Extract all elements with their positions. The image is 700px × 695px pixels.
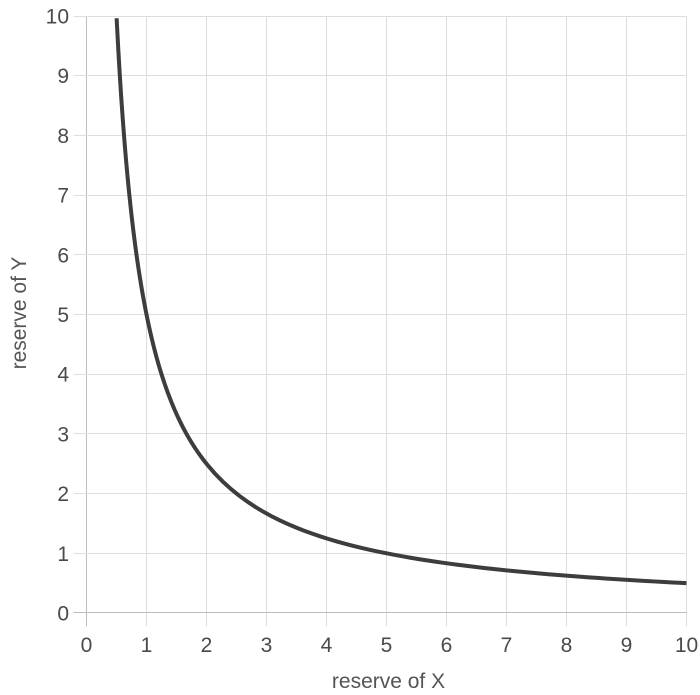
svg-text:reserve of X: reserve of X: [332, 670, 445, 693]
svg-text:6: 6: [441, 634, 453, 657]
svg-text:5: 5: [381, 634, 393, 657]
svg-text:7: 7: [57, 185, 69, 208]
svg-text:2: 2: [57, 483, 69, 506]
svg-text:1: 1: [141, 634, 153, 657]
svg-text:8: 8: [57, 125, 69, 148]
svg-text:0: 0: [57, 603, 69, 626]
svg-text:4: 4: [57, 364, 69, 387]
svg-text:1: 1: [57, 543, 69, 566]
svg-text:5: 5: [57, 304, 69, 327]
svg-text:9: 9: [57, 65, 69, 88]
svg-text:10: 10: [46, 6, 69, 29]
svg-text:8: 8: [561, 634, 573, 657]
svg-text:0: 0: [81, 634, 93, 657]
svg-text:4: 4: [321, 634, 333, 657]
svg-text:reserve of Y: reserve of Y: [8, 257, 31, 370]
svg-text:2: 2: [201, 634, 213, 657]
svg-text:7: 7: [501, 634, 513, 657]
svg-text:9: 9: [621, 634, 633, 657]
svg-text:10: 10: [675, 634, 698, 657]
svg-text:6: 6: [57, 244, 69, 267]
svg-text:3: 3: [57, 423, 69, 446]
svg-text:3: 3: [261, 634, 273, 657]
